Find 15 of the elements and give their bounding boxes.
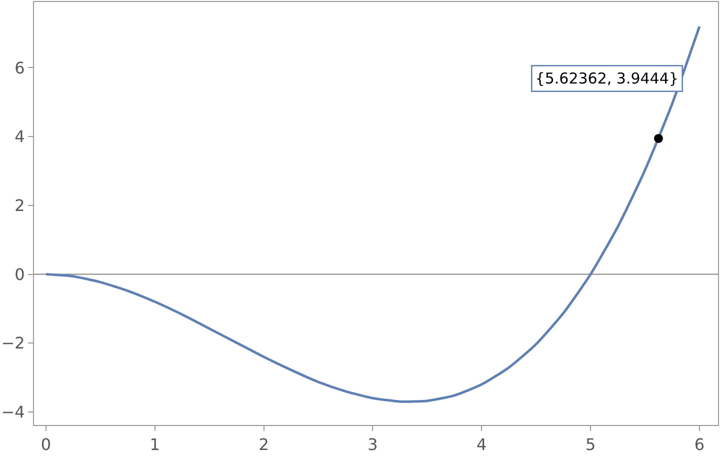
y-tick-label: 2 xyxy=(14,196,25,216)
y-tick-label: 6 xyxy=(14,58,25,78)
line-series xyxy=(44,25,701,403)
x-tick-label: 2 xyxy=(258,435,269,454)
x-tick-label: 5 xyxy=(585,435,596,454)
annotation: {5.62362, 3.9444} xyxy=(535,69,678,88)
x-tick-label: 3 xyxy=(368,435,378,454)
y-tick-label: 0 xyxy=(14,264,25,284)
x-tick-label: 6 xyxy=(694,435,705,454)
y-tick-label: −4 xyxy=(1,402,25,422)
y-tick-label: −2 xyxy=(1,334,25,353)
x-tick-label: 4 xyxy=(476,435,487,454)
x-tick-label: 1 xyxy=(150,435,160,454)
x-tick-label: 0 xyxy=(40,435,52,454)
y-tick-label: 4 xyxy=(14,127,25,146)
